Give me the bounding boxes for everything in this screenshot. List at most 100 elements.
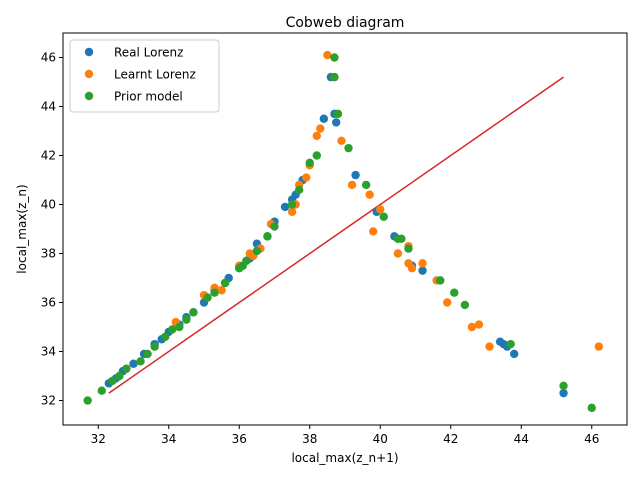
data-point (418, 266, 427, 275)
y-axis: 32 34 36 38 40 42 44 46 (41, 51, 63, 408)
data-point (443, 298, 452, 307)
data-point (485, 342, 494, 351)
data-point (210, 288, 219, 297)
data-point (189, 308, 198, 317)
data-point (347, 180, 357, 190)
data-point (404, 244, 413, 253)
data-point (122, 364, 131, 373)
data-point (287, 200, 297, 209)
data-point (435, 276, 445, 285)
data-point (397, 234, 406, 243)
data-point (287, 207, 297, 217)
data-point (161, 332, 170, 341)
data-point (220, 278, 230, 288)
data-point (467, 322, 477, 332)
data-marks (83, 50, 603, 413)
y-tick-label: 32 (41, 394, 56, 408)
legend-label: Learnt Lorenz (114, 68, 196, 82)
legend-marker (84, 47, 94, 57)
data-point (418, 259, 427, 268)
data-point (460, 300, 470, 310)
x-tick-label: 42 (443, 432, 458, 446)
data-point (369, 227, 378, 236)
axes-frame (62, 32, 628, 426)
legend-label: Prior model (114, 90, 183, 104)
data-point (316, 124, 325, 133)
data-point (376, 205, 385, 214)
y-tick-label: 38 (41, 247, 56, 261)
data-point (97, 386, 106, 395)
data-point (136, 357, 145, 366)
x-tick-label: 46 (584, 432, 599, 446)
data-point (450, 288, 459, 297)
data-point (252, 246, 262, 256)
data-point (312, 131, 321, 141)
data-point (474, 320, 484, 329)
legend: Real Lorenz Learnt Lorenz Prior model (69, 39, 220, 113)
data-point (594, 342, 603, 351)
data-point (305, 158, 314, 168)
series-1 (171, 50, 603, 351)
series-2 (83, 53, 596, 413)
data-point (263, 232, 272, 241)
data-point (379, 212, 388, 221)
data-point (361, 180, 371, 190)
data-point (294, 185, 304, 194)
data-point (182, 315, 191, 324)
data-point (129, 359, 138, 368)
data-point (115, 371, 124, 381)
data-point (242, 256, 251, 266)
data-point (331, 118, 341, 127)
data-point (330, 53, 339, 62)
y-tick-label: 36 (41, 296, 56, 310)
data-point (203, 293, 212, 302)
data-point (351, 170, 360, 180)
y-axis-label: local_max(z_n) (15, 184, 29, 273)
data-point (83, 396, 92, 405)
data-point (108, 376, 117, 386)
data-point (150, 342, 159, 351)
y-tick-label: 42 (41, 149, 56, 163)
x-axis: 32 34 36 38 40 42 44 46 (91, 425, 599, 446)
data-point (365, 190, 374, 199)
legend-label: Real Lorenz (114, 46, 183, 60)
data-point (333, 109, 343, 119)
data-point (312, 151, 321, 160)
y-tick-label: 40 (41, 198, 56, 212)
data-point (407, 264, 417, 273)
data-point (319, 114, 329, 123)
data-point (344, 143, 353, 153)
y-tick-label: 46 (41, 51, 56, 65)
data-point (217, 286, 226, 295)
legend-box (69, 39, 220, 113)
data-point (280, 202, 290, 212)
data-point (168, 325, 177, 334)
x-tick-label: 40 (373, 432, 388, 446)
data-point (337, 136, 346, 145)
data-point (323, 50, 332, 60)
x-tick-label: 36 (232, 432, 247, 446)
legend-marker (84, 69, 94, 79)
data-point (559, 381, 568, 390)
chart-title: Cobweb diagram (286, 15, 405, 31)
x-tick-label: 38 (302, 432, 317, 446)
data-point (587, 403, 596, 413)
x-tick-label: 44 (514, 432, 529, 446)
legend-marker (84, 91, 94, 101)
y-tick-label: 44 (41, 100, 56, 114)
x-tick-label: 32 (91, 432, 106, 446)
data-point (302, 173, 311, 182)
data-point (270, 222, 279, 231)
data-point (559, 388, 568, 398)
data-point (506, 339, 515, 349)
data-point (143, 349, 152, 359)
data-point (393, 249, 403, 258)
data-point (330, 72, 339, 82)
identity-line (108, 76, 564, 394)
x-axis-label: local_max(z_n+1) (291, 451, 398, 465)
data-point (175, 322, 184, 332)
x-tick-label: 34 (161, 432, 176, 446)
y-tick-label: 34 (41, 345, 56, 359)
data-point (510, 349, 519, 359)
